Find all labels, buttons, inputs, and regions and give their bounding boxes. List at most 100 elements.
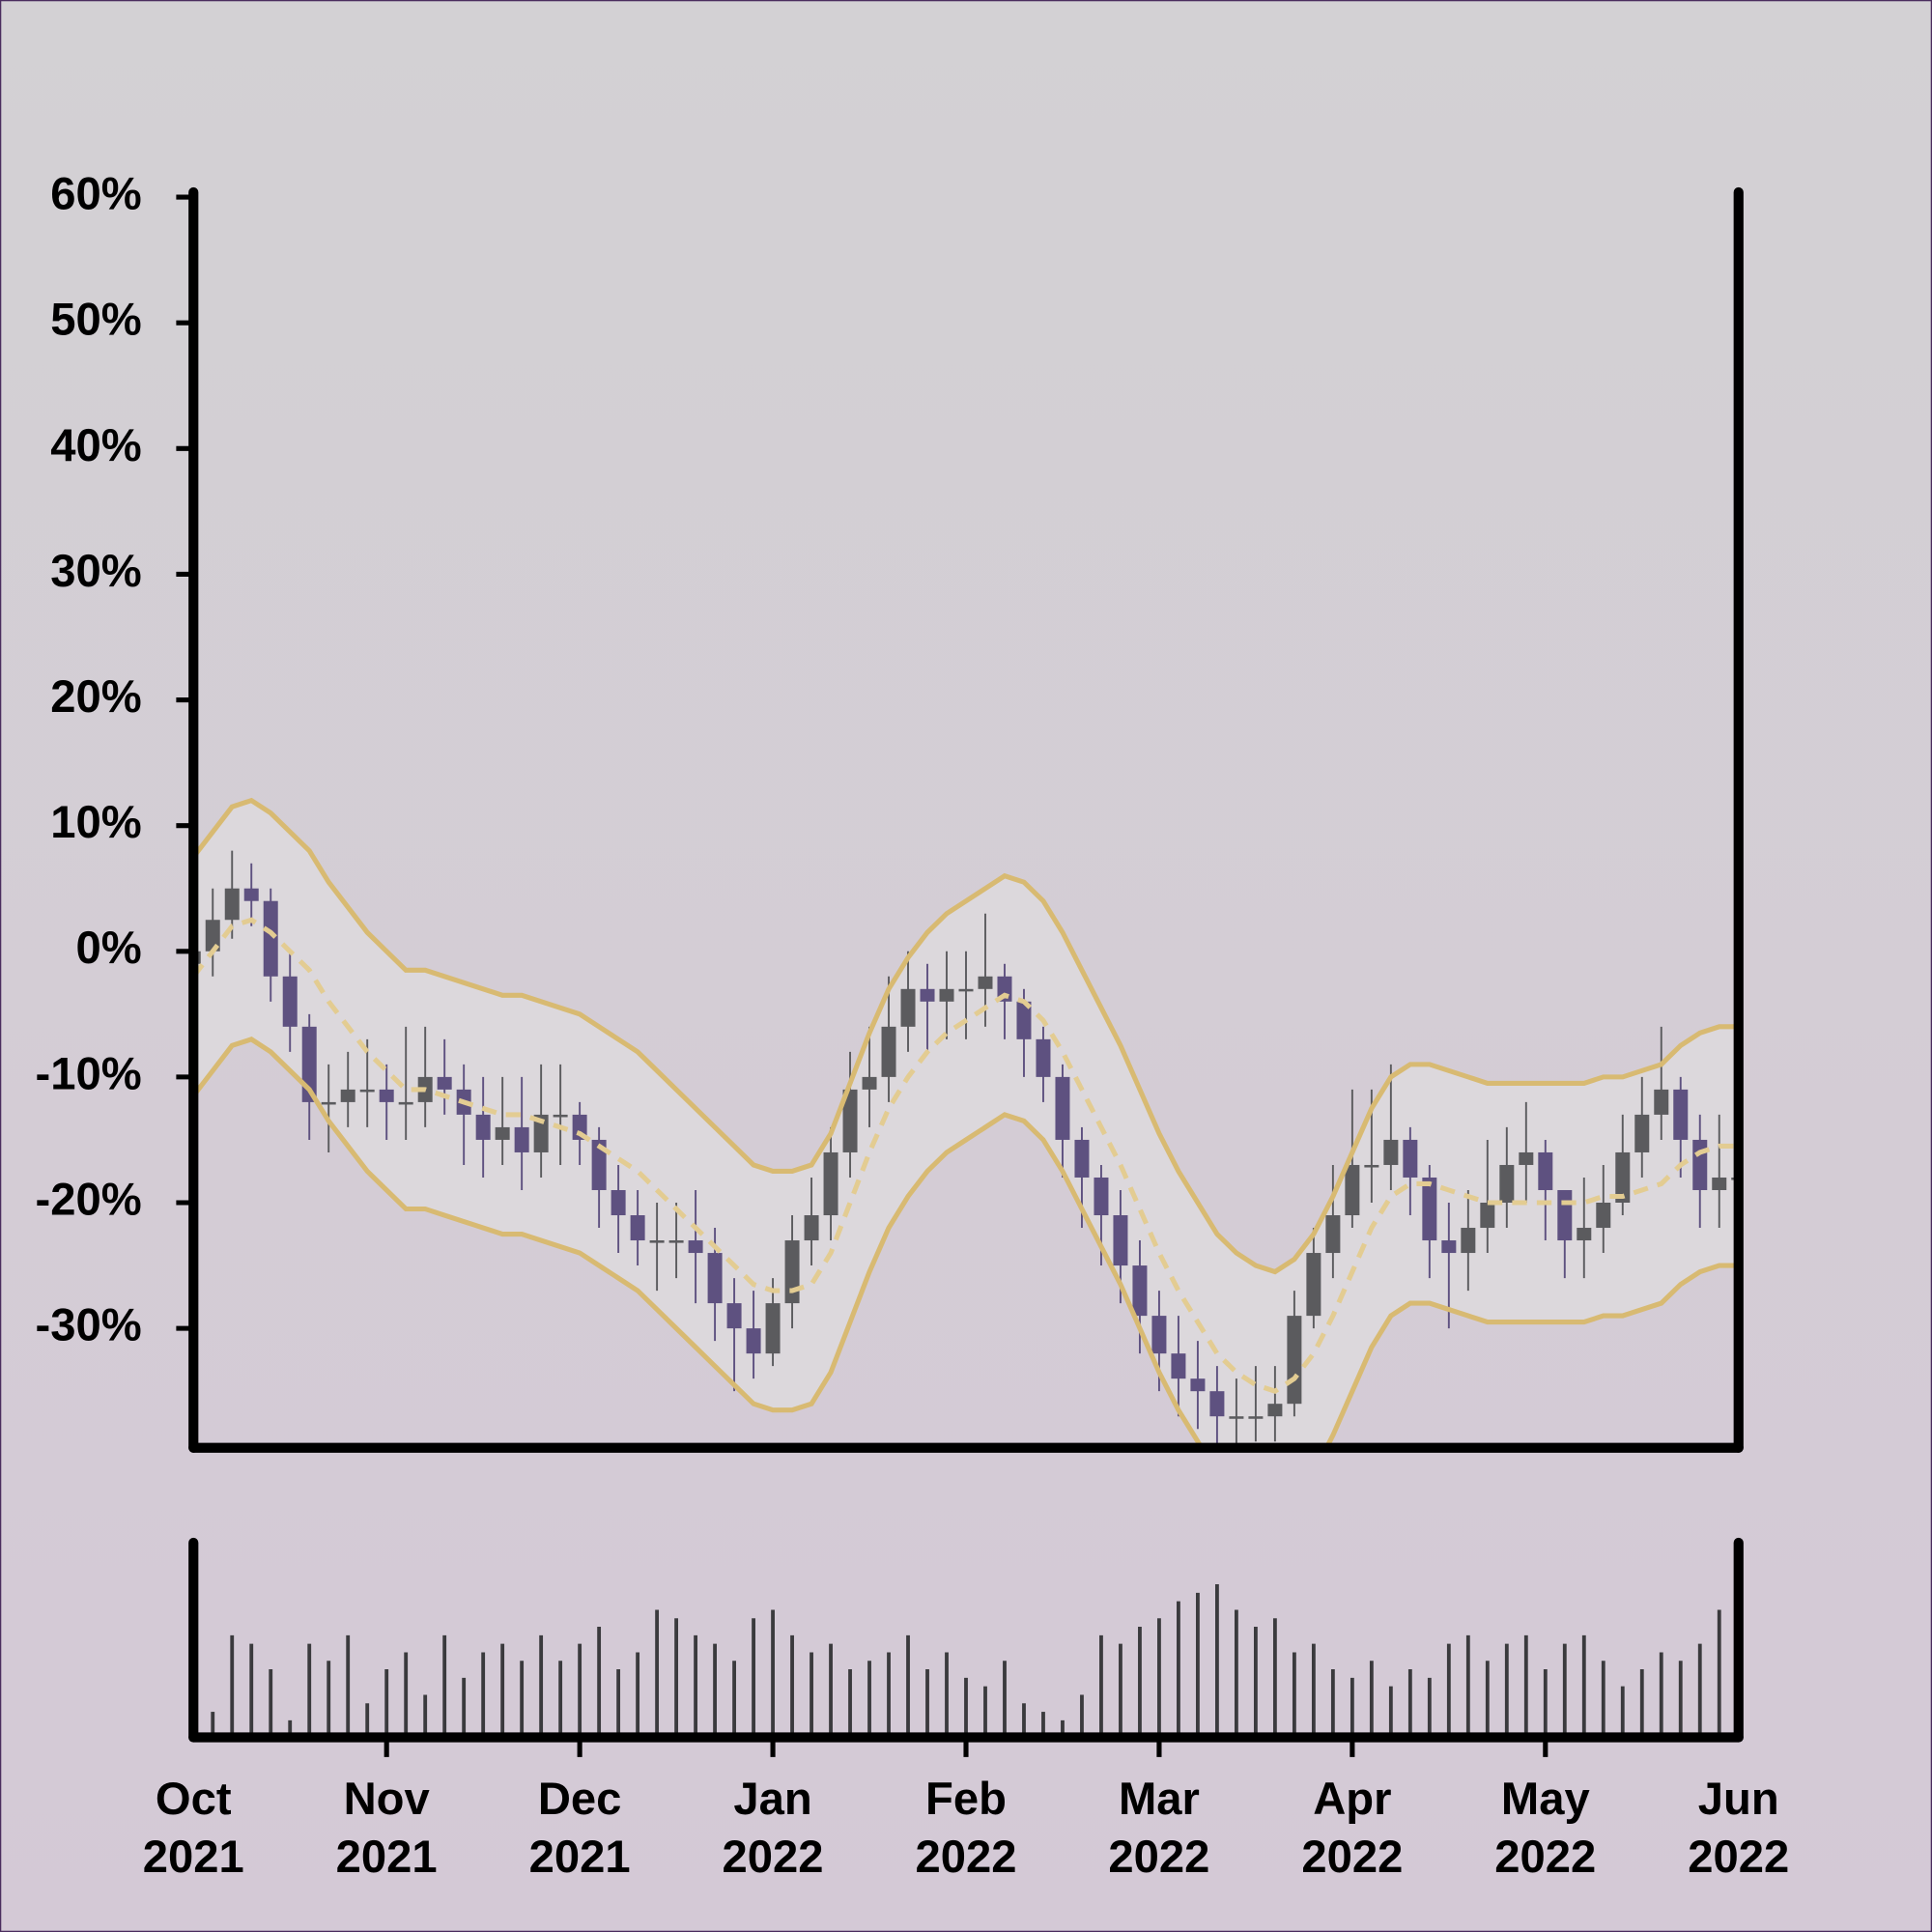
candle-body [1596, 1203, 1611, 1229]
y-tick-label: 30% [50, 546, 141, 597]
x-tick-label-line: Dec [538, 1775, 622, 1826]
y-tick-label: 10% [50, 797, 141, 848]
candle-body [920, 988, 935, 1002]
candle-body [243, 888, 259, 901]
candle-body [1094, 1177, 1109, 1216]
x-tick-label-line: 2022 [1688, 1832, 1789, 1883]
candle-body [1538, 1151, 1553, 1190]
candle-body [881, 1026, 896, 1077]
x-tick-label-line: 2022 [1301, 1832, 1403, 1883]
candle-body [1306, 1253, 1321, 1317]
x-tick-label-line: 2022 [1494, 1832, 1596, 1883]
candle-body [1074, 1139, 1090, 1178]
candle-body [1287, 1316, 1302, 1405]
lower-band [193, 1037, 1739, 1448]
candle-body [1654, 1089, 1669, 1115]
candle-body [1209, 1391, 1225, 1417]
x-tick-label-line: Apr [1313, 1775, 1391, 1826]
candle-body [1325, 1215, 1341, 1254]
candle-body [475, 1114, 491, 1140]
x-tick-label-line: 2022 [723, 1832, 824, 1883]
x-tick-label-line: Mar [1119, 1775, 1200, 1826]
candle-body [263, 900, 278, 977]
x-tick-label-line: Jan [733, 1775, 811, 1826]
candle-body [379, 1089, 394, 1102]
x-tick-label-line: May [1501, 1775, 1590, 1826]
x-tick-label: Apr 2022 [1301, 1775, 1403, 1884]
x-tick-label: Jun 2022 [1688, 1775, 1789, 1884]
candle-body [1557, 1189, 1573, 1241]
candle-body [707, 1253, 723, 1304]
candle-body [205, 920, 220, 952]
y-tick-label: 20% [50, 671, 141, 723]
band-fill [193, 800, 1739, 1448]
plot-area [193, 797, 1739, 1448]
candle-body [688, 1240, 703, 1254]
x-tick-label: Feb 2022 [916, 1775, 1017, 1884]
x-tick-label-line: 2021 [336, 1832, 438, 1883]
x-tick-label-line: 2022 [1108, 1832, 1209, 1883]
candle-body [1634, 1114, 1650, 1152]
candle-body [591, 1139, 607, 1190]
candle-body [1577, 1228, 1592, 1241]
candle-body [978, 976, 993, 989]
candle-body [1190, 1378, 1206, 1392]
candle-body [784, 1240, 800, 1304]
y-tick-label: -30% [36, 1300, 142, 1351]
x-tick-label-line: 2022 [916, 1832, 1017, 1883]
candle-body [359, 1089, 375, 1093]
x-tick-label-line: 2021 [143, 1832, 244, 1883]
y-tick-label: 0% [75, 923, 141, 974]
candle-body [1480, 1203, 1495, 1229]
candle-body [1461, 1228, 1476, 1254]
candle-body [765, 1303, 781, 1354]
x-tick-label: May 2022 [1494, 1775, 1596, 1884]
candle-body [1441, 1240, 1457, 1254]
candle-body [321, 1101, 336, 1105]
candle-body [939, 988, 954, 1002]
candle-body [649, 1240, 665, 1243]
candle-body [282, 976, 298, 1027]
x-tick-label-line: Nov [344, 1775, 431, 1826]
candle-body [1229, 1416, 1244, 1419]
candle-body [1055, 1076, 1070, 1140]
candle-body [900, 988, 916, 1027]
candle-body [1422, 1177, 1437, 1241]
candle-body [1132, 1265, 1148, 1317]
volume-panel [191, 1584, 1741, 1738]
candle-body [1519, 1151, 1534, 1165]
x-tick-label-line: Jun [1698, 1775, 1779, 1826]
candle-body [1345, 1164, 1360, 1216]
x-tick-label-line: 2021 [529, 1832, 631, 1883]
candle-body [1016, 1001, 1032, 1039]
x-tick-label-line: Feb [925, 1775, 1007, 1826]
x-tick-label: Jan 2022 [723, 1775, 824, 1884]
x-tick-label-line: Oct [156, 1775, 232, 1826]
candle-body [823, 1151, 838, 1216]
candle-body [437, 1076, 452, 1090]
candle-body [958, 988, 974, 992]
candle-body [1712, 1177, 1727, 1190]
candle-body [1615, 1151, 1631, 1204]
candle-body [514, 1126, 529, 1152]
candle-body [1248, 1416, 1264, 1419]
candle-body [1692, 1139, 1708, 1190]
x-tick-label: Nov 2021 [336, 1775, 438, 1884]
candle-body [1151, 1316, 1167, 1354]
candle-body [668, 1240, 684, 1243]
candle-body [804, 1215, 819, 1241]
y-tick-label: -20% [36, 1174, 142, 1225]
candle-body [611, 1189, 626, 1216]
upper-band [193, 797, 1739, 1275]
middle-band [193, 917, 1739, 1394]
candle-body [630, 1215, 645, 1241]
x-tick-label: Dec 2021 [529, 1775, 631, 1884]
candle-body [1403, 1139, 1418, 1178]
axes: -30%-20%-10%0%10%20%30%40%50%60%Oct 2021N… [36, 169, 1790, 1884]
y-tick-label: 40% [50, 420, 141, 471]
candle-body [553, 1114, 568, 1118]
candle-body [1113, 1215, 1128, 1266]
candle-body [1267, 1404, 1283, 1417]
